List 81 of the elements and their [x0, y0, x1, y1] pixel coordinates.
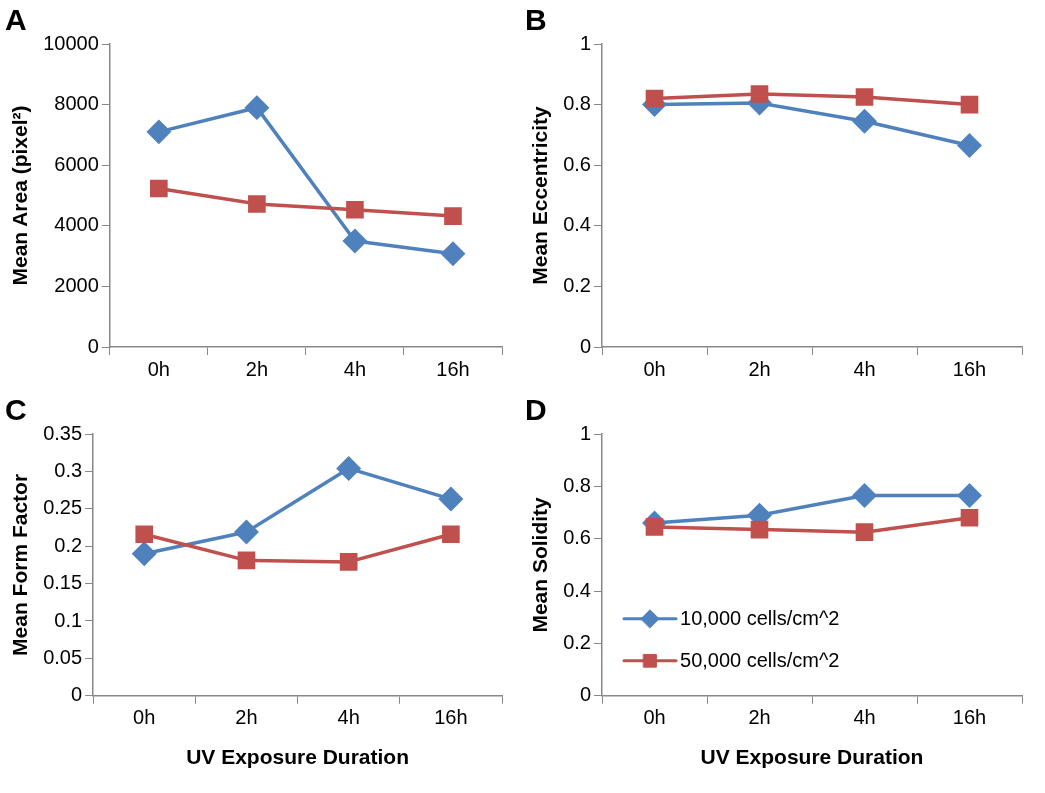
x-axis-title: UV Exposure Duration — [186, 745, 409, 769]
x-tick-label: 2h — [748, 357, 771, 380]
point — [234, 520, 259, 544]
point — [150, 179, 168, 198]
point — [750, 520, 769, 539]
y-tick-label: 6000 — [54, 152, 99, 175]
x-tick-label: 0h — [643, 706, 666, 729]
x-tick-label: 2h — [245, 357, 269, 380]
y-tick-label: 0 — [87, 334, 99, 357]
legend-label: 50,000 cells/cm^2 — [680, 649, 840, 672]
y-tick-label: 0 — [579, 683, 591, 706]
point — [135, 525, 154, 544]
point — [245, 95, 269, 120]
x-tick-label: 4h — [853, 357, 876, 380]
point — [444, 207, 462, 225]
y-tick-label: 0.2 — [563, 273, 591, 296]
y-tick-label: 4000 — [54, 213, 99, 236]
y-tick-label: 0.4 — [563, 578, 591, 601]
point — [336, 456, 361, 481]
point — [442, 525, 460, 544]
y-tick-label: 0.6 — [563, 526, 591, 549]
point — [852, 109, 877, 134]
chart-title: D — [525, 393, 547, 427]
point — [343, 229, 367, 253]
y-tick-label: 0.3 — [54, 458, 83, 481]
legend-label: 10,000 cells/cm^2 — [680, 607, 840, 630]
y-tick-label: 0.4 — [563, 213, 591, 236]
point — [441, 241, 465, 266]
x-tick-label: 0h — [133, 706, 156, 729]
y-tick-label: 2000 — [54, 273, 99, 296]
y-tick-label: 1 — [579, 31, 591, 54]
point — [855, 88, 874, 106]
y-axis-title: Mean Area (pixel²) — [8, 105, 32, 286]
x-tick-label: 2h — [235, 706, 258, 729]
x-tick-label: 4h — [343, 357, 367, 380]
y-tick-label: 0.25 — [43, 496, 83, 519]
chart-title: A — [5, 3, 27, 37]
y-tick-label: 0 — [579, 334, 591, 357]
y-tick-label: 8000 — [54, 92, 99, 115]
point — [855, 523, 874, 541]
y-tick-label: 0 — [71, 683, 83, 706]
point — [346, 200, 364, 219]
y-tick-label: 0.2 — [54, 533, 83, 556]
y-tick-label: 0.05 — [43, 645, 83, 668]
y-tick-label: 0.8 — [563, 92, 591, 115]
point — [147, 120, 171, 144]
point — [248, 195, 266, 213]
y-axis-title: Mean Solidity — [528, 496, 552, 633]
x-tick-label: 16h — [436, 357, 470, 380]
point — [439, 487, 463, 511]
y-tick-label: 0.6 — [563, 152, 591, 175]
y-tick-label: 10000 — [43, 31, 99, 54]
x-tick-label: 0h — [147, 357, 170, 380]
x-tick-label: 4h — [853, 706, 876, 729]
y-axis-title: Mean Form Factor — [8, 473, 32, 656]
point — [957, 483, 982, 508]
chart-title: B — [525, 3, 547, 37]
y-tick-label: 0.35 — [43, 421, 83, 444]
x-tick-label: 2h — [748, 706, 771, 729]
point — [957, 133, 982, 158]
point — [960, 508, 979, 527]
y-axis-title: Mean Eccentricity — [528, 105, 552, 285]
y-tick-label: 0.15 — [43, 571, 83, 594]
x-axis-title: UV Exposure Duration — [700, 745, 924, 769]
chart-title: C — [5, 393, 27, 427]
point — [237, 551, 256, 570]
point — [339, 553, 358, 571]
y-tick-label: 0.2 — [563, 630, 591, 653]
x-tick-label: 0h — [643, 357, 666, 380]
point — [645, 89, 664, 108]
y-tick-label: 0.1 — [54, 608, 83, 631]
point — [960, 95, 979, 114]
point — [852, 483, 877, 508]
x-tick-label: 16h — [952, 706, 987, 729]
x-tick-label: 16h — [952, 357, 987, 380]
x-tick-label: 4h — [337, 706, 360, 729]
y-tick-label: 1 — [579, 421, 591, 444]
x-tick-label: 16h — [434, 706, 468, 729]
point — [132, 541, 156, 566]
y-tick-label: 0.8 — [563, 473, 591, 496]
point — [750, 85, 769, 103]
